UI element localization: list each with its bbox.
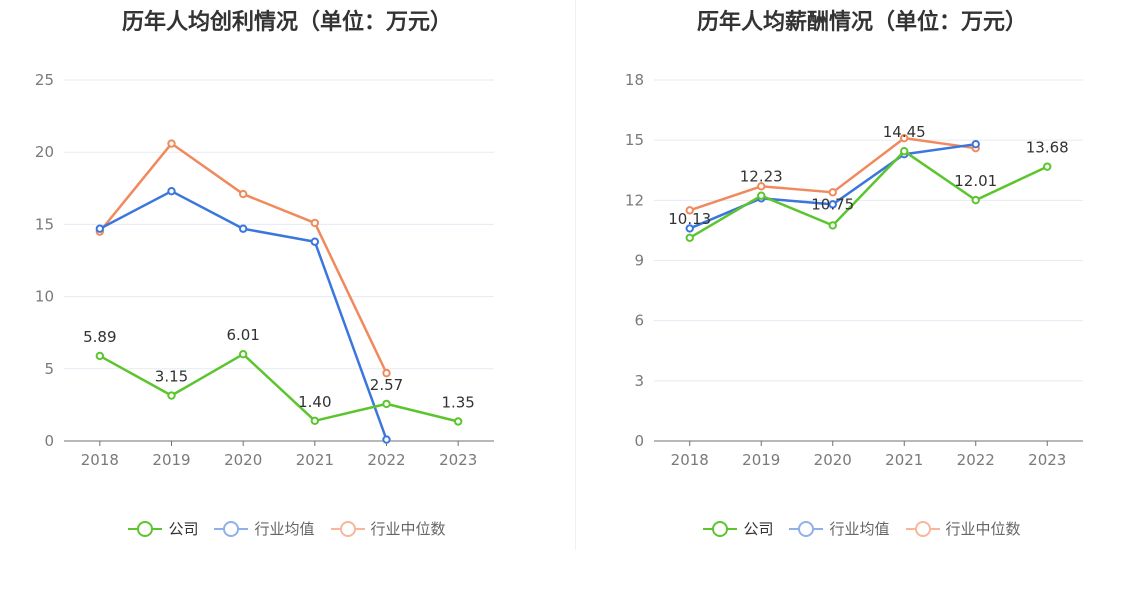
data-point-industry-median[interactable] <box>757 182 766 191</box>
data-point-industry-median[interactable] <box>382 368 391 378</box>
legend-median-label: 行业中位数 <box>945 520 1021 538</box>
data-label: 13.68 <box>1026 139 1069 157</box>
data-point-company[interactable] <box>238 350 248 359</box>
chart-legend: 公司 行业均值 行业中位数 <box>0 518 574 539</box>
data-point-industry-avg[interactable] <box>971 139 980 149</box>
data-point-industry-avg[interactable] <box>238 224 248 233</box>
legend-median-symbol <box>330 520 365 537</box>
data-point-company[interactable] <box>971 195 980 205</box>
data-point-industry-avg[interactable] <box>95 224 105 233</box>
profit-chart: 0 5 10 15 20 25 2018 2019 2020 2021 2022 2023 5.89 3.… <box>35 71 494 469</box>
legend-company-label: 公司 <box>743 520 774 538</box>
legend-avg-symbol <box>789 520 824 537</box>
x-tick-label: 2023 <box>439 451 477 469</box>
x-tick-label: 2021 <box>885 451 923 469</box>
legend-company[interactable]: 公司 <box>703 518 773 539</box>
data-point-industry-median[interactable] <box>685 206 694 215</box>
y-tick-label: 25 <box>35 71 54 89</box>
series-line-industry-avg <box>689 142 976 230</box>
data-point-company[interactable] <box>900 146 909 156</box>
y-tick-label: 0 <box>634 432 644 450</box>
x-tick-label: 2019 <box>152 451 190 469</box>
legend-avg-label: 行业均值 <box>254 520 315 538</box>
x-tick-label: 2020 <box>224 451 262 469</box>
chart-legend: 公司 行业均值 行业中位数 <box>576 518 1148 539</box>
x-tick-label: 2018 <box>81 451 119 469</box>
y-tick-label: 0 <box>44 432 54 450</box>
legend-industry-median[interactable]: 行业中位数 <box>330 518 446 539</box>
data-point-industry-median[interactable] <box>167 139 176 148</box>
data-label: 14.45 <box>883 123 926 141</box>
legend-industry-avg[interactable]: 行业均值 <box>214 518 315 539</box>
x-tick-label: 2022 <box>957 451 995 469</box>
y-tick-label: 15 <box>625 131 644 149</box>
x-tick-label: 2020 <box>814 451 852 469</box>
data-point-company[interactable] <box>828 221 837 230</box>
data-label: 6.01 <box>226 326 259 344</box>
legend-company-label: 公司 <box>168 520 199 538</box>
legend-company-symbol <box>128 520 163 537</box>
data-label: 3.15 <box>155 368 188 386</box>
legend-industry-median[interactable]: 行业中位数 <box>905 518 1021 539</box>
data-point-industry-median[interactable] <box>828 188 837 197</box>
x-tick-label: 2018 <box>671 451 709 469</box>
legend-median-symbol <box>905 520 940 537</box>
data-point-industry-median[interactable] <box>900 133 909 143</box>
panel-divider <box>575 0 576 550</box>
legend-company-symbol <box>703 520 738 537</box>
data-label: 12.23 <box>740 168 783 186</box>
y-tick-label: 5 <box>44 360 54 378</box>
data-point-industry-median[interactable] <box>310 218 320 228</box>
data-label: 2.57 <box>370 376 403 394</box>
data-label: 10.13 <box>668 210 711 228</box>
data-point-industry-avg[interactable] <box>382 435 391 444</box>
data-label: 1.40 <box>298 393 331 411</box>
y-tick-label: 12 <box>625 191 644 209</box>
series-line-company <box>689 149 1048 239</box>
x-tick-label: 2021 <box>296 451 334 469</box>
data-label: 5.89 <box>83 328 116 346</box>
data-point-company[interactable] <box>1043 162 1052 171</box>
data-point-company[interactable] <box>757 191 766 200</box>
data-point-industry-avg[interactable] <box>828 200 837 209</box>
x-tick-label: 2023 <box>1028 451 1066 469</box>
data-point-company[interactable] <box>453 417 463 426</box>
y-tick-label: 9 <box>634 252 644 270</box>
legend-median-label: 行业中位数 <box>370 520 446 538</box>
data-point-company[interactable] <box>685 233 694 243</box>
legend-industry-avg[interactable]: 行业均值 <box>789 518 890 539</box>
y-tick-label: 3 <box>634 372 644 390</box>
y-tick-label: 20 <box>35 143 54 161</box>
x-tick-label: 2022 <box>367 451 405 469</box>
x-tick-label: 2019 <box>742 451 780 469</box>
y-tick-label: 15 <box>35 215 54 233</box>
legend-avg-label: 行业均值 <box>829 520 890 538</box>
data-point-industry-avg[interactable] <box>310 237 320 246</box>
y-tick-label: 18 <box>625 71 644 89</box>
salary-chart: 0 3 6 9 12 15 18 2018 2019 2020 2021 2022 2023 10.13 1… <box>625 71 1083 469</box>
y-tick-label: 6 <box>634 312 644 330</box>
data-point-company[interactable] <box>95 351 105 361</box>
y-tick-label: 10 <box>35 288 54 306</box>
data-point-industry-avg[interactable] <box>685 224 694 233</box>
data-label: 10.75 <box>811 195 854 213</box>
data-point-company[interactable] <box>382 399 391 409</box>
series-line-company <box>99 352 459 423</box>
salary-chart-panel: 历年人均薪酬情况（单位：万元） 0 3 6 9 12 15 18 2018 2019 2020 20… <box>576 0 1148 589</box>
legend-company[interactable]: 公司 <box>128 518 198 539</box>
profit-chart-panel: 历年人均创利情况（单位：万元） 0 5 10 15 20 25 2018 2019 2020 20… <box>0 10 574 539</box>
data-point-company[interactable] <box>167 391 176 400</box>
data-label: 12.01 <box>954 172 997 190</box>
chart-title: 历年人均创利情况（单位：万元） <box>121 10 452 35</box>
chart-title: 历年人均薪酬情况（单位：万元） <box>696 10 1027 35</box>
data-point-industry-median[interactable] <box>238 189 248 199</box>
data-point-industry-avg[interactable] <box>167 186 176 196</box>
data-point-company[interactable] <box>310 416 320 425</box>
data-label: 1.35 <box>441 394 474 412</box>
legend-avg-symbol <box>214 520 249 537</box>
